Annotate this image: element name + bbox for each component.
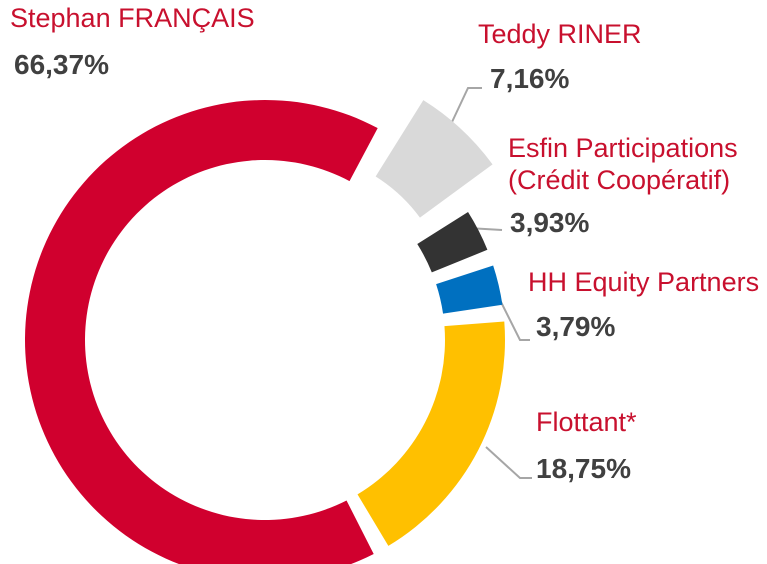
donut-slice [25,100,378,564]
value-label: 7,16% [490,63,570,94]
leader-line [451,87,482,123]
leader-line [485,446,532,479]
leader-line [499,299,530,341]
category-label: Stephan FRANÇAIS [10,3,255,33]
donut-slice [375,100,493,218]
category-label: Esfin Participations (Crédit Coopératif) [508,133,738,196]
category-label: Teddy RINER [478,19,642,49]
category-label: HH Equity Partners [528,267,760,297]
donut-slice [417,212,488,273]
value-label: 18,75% [536,453,631,484]
value-label: 3,93% [510,207,590,238]
value-label: 3,79% [536,311,616,342]
donut-slice [357,321,505,546]
category-label: Flottant* [536,407,637,437]
donut-slice [436,265,503,314]
value-label: 66,37% [14,49,109,80]
